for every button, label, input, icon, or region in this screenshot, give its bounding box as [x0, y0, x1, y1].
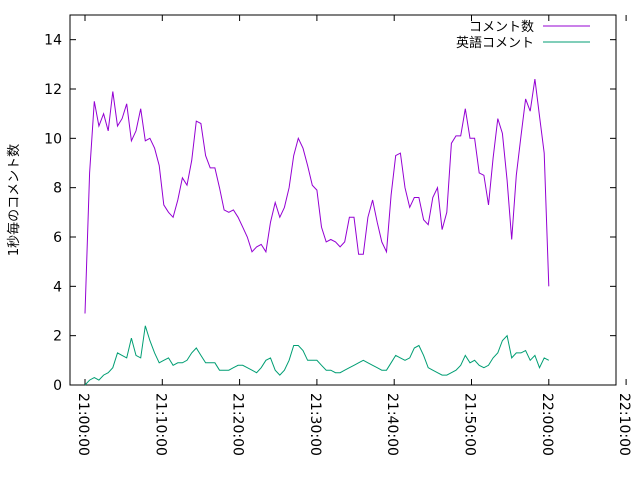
- y-tick-label: 12: [44, 82, 62, 98]
- y-axis-label: 1秒毎のコメント数: [6, 144, 22, 256]
- y-tick-label: 8: [53, 181, 62, 197]
- y-tick-label: 0: [53, 378, 62, 394]
- legend-label: コメント数: [469, 20, 534, 35]
- y-tick-label: 6: [53, 230, 62, 246]
- x-tick-label: 22:00:00: [539, 393, 555, 456]
- series-line-2: [84, 325, 550, 386]
- x-tick-label: 21:10:00: [152, 393, 168, 456]
- x-tick-label: 21:40:00: [384, 393, 400, 456]
- series-line-1: [84, 79, 550, 314]
- y-tick-label: 4: [53, 279, 62, 295]
- x-tick-label: 21:50:00: [462, 393, 478, 456]
- plot-frame: [69, 14, 617, 386]
- y-axis: 0 2 4 6 8 10 12 14: [44, 33, 616, 394]
- y-tick-label: 14: [44, 33, 62, 49]
- y-tick-label: 2: [53, 329, 62, 345]
- y-tick-label: 10: [44, 131, 62, 147]
- plot-series: [84, 79, 550, 386]
- x-axis: 21:00:00 21:10:00 21:20:00 21:30:00 21:40:00…: [75, 15, 632, 456]
- x-tick-label: 21:30:00: [307, 393, 323, 456]
- x-tick-label: 22:10:00: [616, 393, 632, 456]
- legend-label: 英語コメント: [456, 35, 534, 51]
- x-tick-label: 21:00:00: [75, 393, 91, 456]
- x-tick-label: 21:20:00: [230, 393, 246, 456]
